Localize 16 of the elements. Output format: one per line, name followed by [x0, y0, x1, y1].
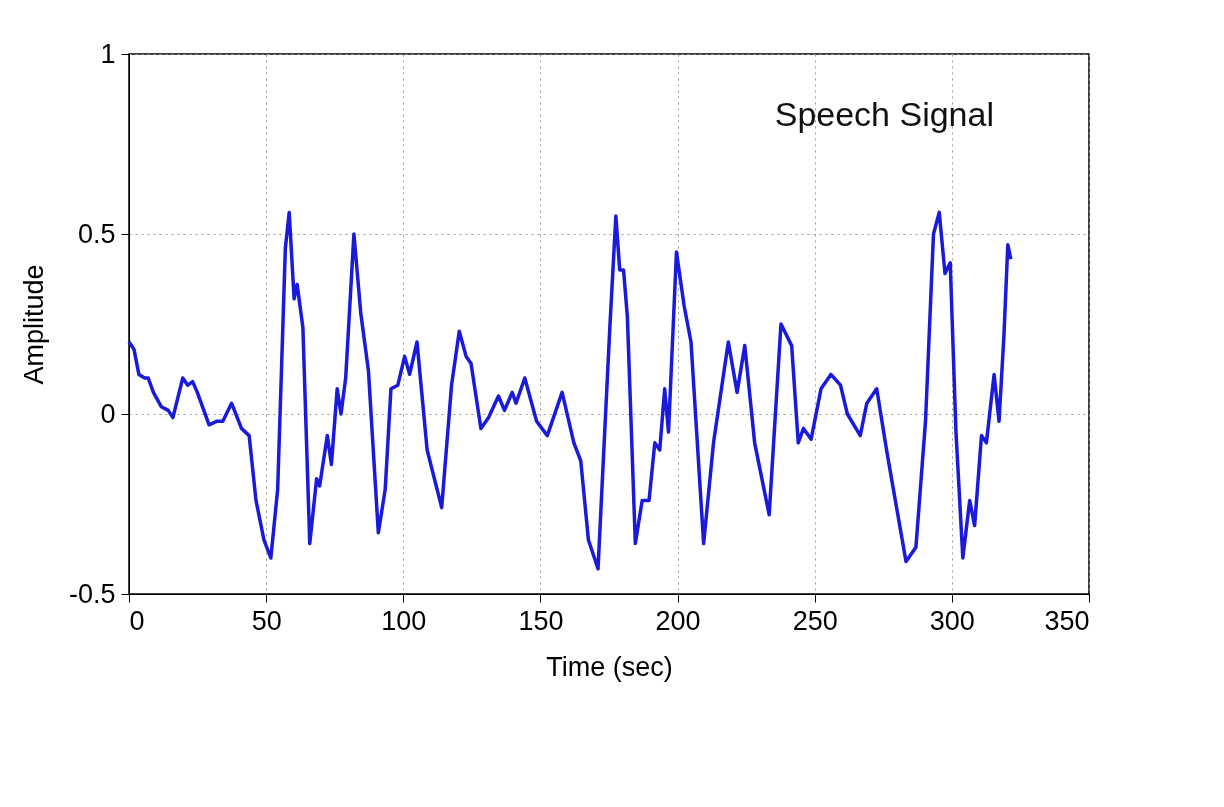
- x-tick-label: 250: [792, 605, 838, 636]
- line-series: [127, 210, 1013, 571]
- x-tick-label: 0: [129, 605, 145, 636]
- x-tick-label: 350: [1044, 605, 1090, 636]
- x-tick-label: 200: [655, 605, 701, 636]
- x-tick-label: 300: [929, 605, 975, 636]
- x-axis-title: Time (sec): [546, 651, 673, 682]
- y-axis-title: Amplitude: [18, 264, 49, 385]
- y-tick-label: 0.5: [77, 218, 116, 249]
- x-tick-label: 100: [381, 605, 427, 636]
- y-tick-label: 1: [100, 38, 116, 69]
- y-tick-label: 0: [100, 398, 116, 429]
- x-tick-label: 150: [518, 605, 564, 636]
- x-tick-label: 50: [251, 605, 282, 636]
- annotation: Speech Signal: [774, 95, 994, 133]
- y-tick-label: -0.5: [68, 578, 116, 609]
